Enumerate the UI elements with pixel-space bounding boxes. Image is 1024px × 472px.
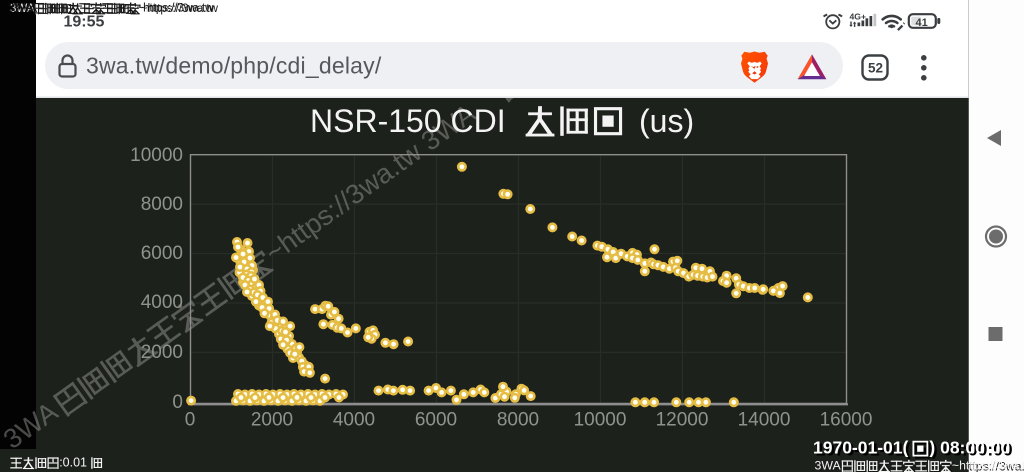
svg-text:14000: 14000 bbox=[738, 410, 791, 431]
svg-text:4000: 4000 bbox=[333, 410, 375, 431]
svg-text:~https://3wa.tw: ~https://3wa.tw bbox=[952, 459, 1024, 472]
svg-text:3WA: 3WA bbox=[13, 3, 38, 15]
svg-text:19:55: 19:55 bbox=[64, 14, 105, 31]
svg-text:3wa.tw/demo/php/cdi_delay/: 3wa.tw/demo/php/cdi_delay/ bbox=[86, 53, 382, 79]
svg-text:4G+: 4G+ bbox=[850, 12, 866, 22]
svg-text:) 08:00:00: ) 08:00:00 bbox=[932, 440, 1013, 460]
svg-text:0: 0 bbox=[185, 410, 196, 431]
svg-text:41: 41 bbox=[916, 17, 928, 29]
svg-text:52: 52 bbox=[868, 61, 883, 76]
svg-text:6000: 6000 bbox=[415, 410, 457, 431]
svg-text:3WA: 3WA bbox=[8, 3, 33, 15]
svg-text:2000: 2000 bbox=[141, 342, 183, 363]
svg-text:3WA: 3WA bbox=[815, 459, 842, 472]
svg-text:16000: 16000 bbox=[820, 410, 873, 431]
svg-text:1970-01-01(: 1970-01-01( bbox=[813, 438, 909, 458]
svg-text:1970-01-01(: 1970-01-01( bbox=[816, 440, 912, 460]
svg-text:4000: 4000 bbox=[141, 292, 183, 313]
svg-text:6000: 6000 bbox=[141, 243, 183, 264]
svg-text:(us): (us) bbox=[639, 103, 694, 139]
svg-text:3WA: 3WA bbox=[818, 460, 845, 472]
svg-text:3WA: 3WA bbox=[10, 3, 35, 15]
svg-text:) 08:00:00: ) 08:00:00 bbox=[929, 438, 1010, 458]
svg-text:2000: 2000 bbox=[251, 410, 293, 431]
svg-text:12000: 12000 bbox=[656, 410, 709, 431]
svg-text:NSR-150 CDI: NSR-150 CDI bbox=[310, 103, 506, 139]
svg-text:8000: 8000 bbox=[497, 410, 539, 431]
svg-text:10000: 10000 bbox=[574, 410, 627, 431]
svg-text:~https://3wa.tw: ~https://3wa.tw bbox=[955, 460, 1024, 472]
svg-text:~https://3wa.tw: ~https://3wa.tw bbox=[141, 3, 219, 15]
svg-text:10000: 10000 bbox=[130, 145, 183, 166]
svg-text:8000: 8000 bbox=[141, 194, 183, 215]
svg-text:~https://3wa.tw: ~https://3wa.tw bbox=[136, 3, 214, 15]
svg-text:0: 0 bbox=[172, 392, 183, 413]
svg-text::0.01: :0.01 bbox=[59, 456, 87, 470]
svg-text:~https://3wa.tw: ~https://3wa.tw bbox=[138, 3, 216, 15]
